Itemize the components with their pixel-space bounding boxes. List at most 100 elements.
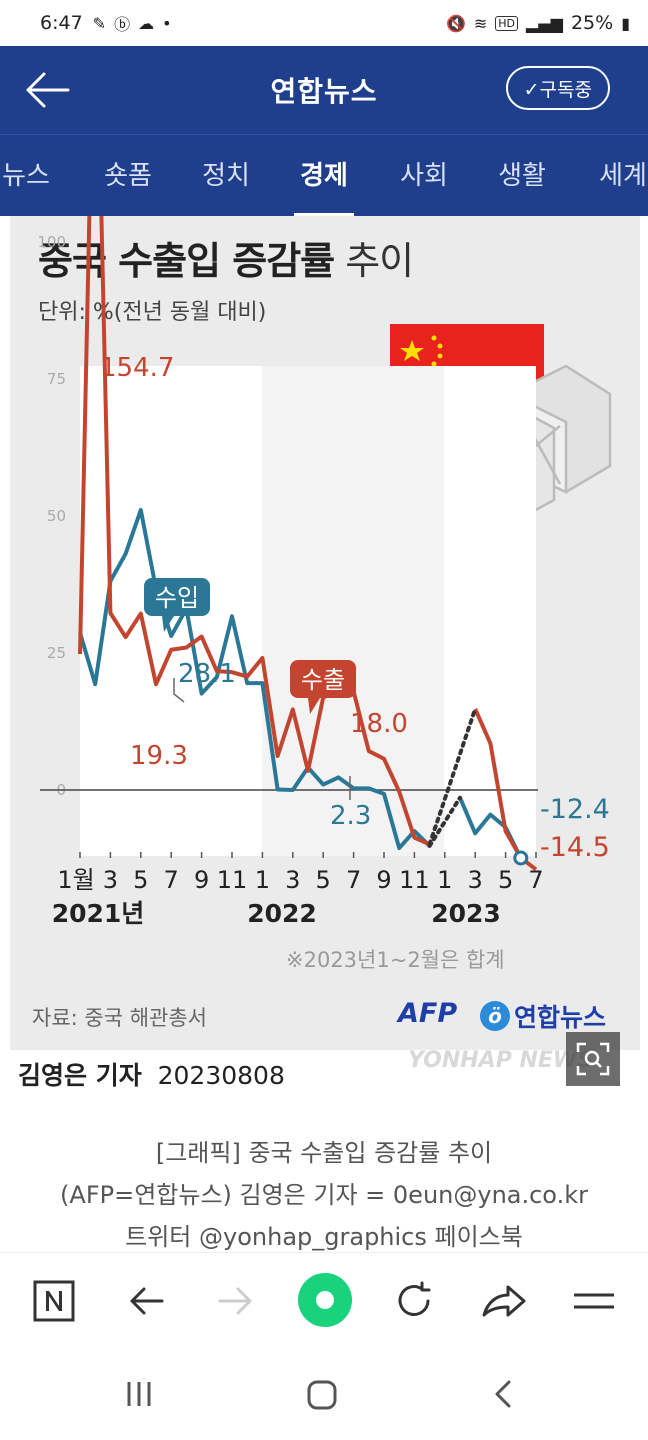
home-icon	[307, 1380, 337, 1410]
yonhap-logo: ö 연합뉴스	[480, 998, 606, 1034]
mute-icon: 🔇	[445, 13, 466, 33]
yonhap-logo-text: 연합뉴스	[514, 1003, 607, 1032]
x-tick-label: 7	[164, 866, 179, 894]
naver-home-button[interactable]	[28, 1275, 80, 1327]
share-button[interactable]	[478, 1275, 530, 1327]
exports-peak-label: 154.7	[100, 353, 174, 383]
infographic[interactable]: 중국 수출입 증감률 추이 단위: %(전년 동월 대비) 1501251007…	[10, 216, 640, 1050]
x-tick-label: 5	[498, 866, 513, 894]
x-tick-label: 9	[376, 866, 391, 894]
imports-bubble	[144, 578, 210, 616]
refresh-button[interactable]	[388, 1275, 440, 1327]
x-tick-label: 1	[437, 866, 452, 894]
exports-legend-label: 수출	[301, 666, 345, 694]
imports-label: 2.3	[330, 801, 371, 831]
back-button[interactable]	[22, 68, 72, 112]
exports-gap	[427, 706, 478, 847]
x-tick-label: 7	[346, 866, 361, 894]
graphic-note: ※2023년1~2월은 합계	[286, 948, 505, 972]
chevron-left-icon	[495, 1380, 511, 1408]
imports-end-label: -12.4	[540, 794, 610, 825]
imports-bubble-tail	[162, 616, 174, 632]
photo-caption: [그래픽] 중국 수출입 증감률 추이 (AFP=연합뉴스) 김영은 기자 = …	[0, 1132, 648, 1258]
flag-stars	[400, 335, 443, 367]
battery-level: 25%	[570, 12, 614, 34]
notification-icon: ✎	[92, 13, 107, 33]
x-tick-label: 1월	[57, 866, 94, 894]
year-band-2023	[444, 366, 536, 856]
line-chart: 15012510075502501월357911135791113572021년…	[37, 216, 612, 928]
menu-button[interactable]	[568, 1275, 620, 1327]
x-tick-label: 7	[528, 866, 543, 894]
tab-society[interactable]: 사회	[400, 161, 448, 191]
x-tick-label: 3	[285, 866, 300, 894]
x-tick-label: 9	[194, 866, 209, 894]
signal-icon: ▂▄▆	[526, 13, 563, 33]
x-year-label: 2022	[247, 899, 317, 928]
caption-line: (AFP=연합뉴스) 김영은 기자 = 0eun@yna.co.kr	[60, 1181, 588, 1209]
battery-icon: ▮	[621, 13, 630, 33]
graphic-unit: 단위: %(전년 동월 대비)	[38, 300, 267, 325]
back-nav-button[interactable]	[120, 1275, 172, 1327]
share-icon	[482, 1285, 526, 1317]
zoom-button[interactable]	[566, 1032, 620, 1086]
tab-shortform[interactable]: 숏폼	[104, 161, 152, 191]
year-band-2022	[262, 366, 444, 856]
tab-news[interactable]: 뉴스	[2, 161, 50, 191]
reporter-name: 김영은 기자	[18, 1061, 142, 1090]
system-back-button[interactable]	[478, 1372, 528, 1416]
imports-gap	[427, 795, 462, 848]
leader-line	[173, 678, 185, 703]
app-header: 연합뉴스 ✓구독중	[0, 46, 648, 134]
tab-politics[interactable]: 정치	[202, 161, 250, 191]
hamburger-menu-icon	[574, 1293, 614, 1309]
notification-icon: ⓑ	[114, 15, 131, 34]
exports-label: 18.0	[350, 709, 408, 739]
refresh-icon	[398, 1281, 431, 1316]
x-tick-label: 1	[255, 866, 270, 894]
x-tick-label: 5	[133, 866, 148, 894]
tab-life[interactable]: 생활	[498, 161, 546, 191]
x-tick-label: 11	[217, 866, 248, 894]
subscribe-button[interactable]: ✓구독중	[505, 66, 610, 110]
exports-label: 19.3	[130, 741, 188, 771]
imports-label: 28.1	[178, 659, 236, 689]
byline-date: 20230808	[157, 1061, 285, 1090]
x-tick-label: 3	[468, 866, 483, 894]
y-tick-label: 75	[47, 370, 66, 388]
recent-apps-button[interactable]	[114, 1372, 164, 1416]
status-bar: 6:47 ✎ ⓑ ☁ • 🔇 ≋ HD ▂▄▆ 25% ▮	[0, 0, 648, 46]
arrow-left-icon	[26, 72, 70, 108]
status-time: 6:47	[40, 12, 83, 34]
notification-icon: ☁	[138, 13, 155, 33]
system-nav-bar	[0, 1348, 648, 1440]
brand-title: 연합뉴스	[270, 75, 378, 108]
tab-world[interactable]: 세계	[599, 161, 647, 191]
exports-line	[78, 216, 431, 847]
green-circle-icon	[298, 1273, 352, 1327]
y-tick-label: 100	[37, 233, 66, 251]
home-button[interactable]	[296, 1372, 346, 1416]
forward-nav-button[interactable]	[210, 1275, 262, 1327]
x-tick-label: 3	[103, 866, 118, 894]
green-dot-button[interactable]	[296, 1271, 354, 1329]
graphic-source: 자료: 중국 해관총서	[32, 1006, 207, 1030]
more-dot-icon: •	[162, 13, 172, 33]
x-tick-label: 5	[316, 866, 331, 894]
watermark: YONHAP NEWS	[408, 1048, 594, 1073]
zoom-icon	[576, 1042, 610, 1076]
exports-end-label: -14.5	[540, 832, 610, 863]
exports-bubble-tail	[308, 698, 320, 714]
yonhap-swirl-icon: ö	[480, 1001, 510, 1031]
imports-legend-label: 수입	[155, 584, 199, 612]
notification-icons: ✎ ⓑ ☁ •	[93, 11, 172, 35]
graphic-title-light: 추이	[334, 239, 414, 283]
caption-line: 트위터 @yonhap_graphics 페이스북	[125, 1223, 523, 1251]
x-tick-label: 11	[399, 866, 430, 894]
tab-economy[interactable]: 경제	[294, 135, 354, 216]
y-tick-label: 25	[47, 644, 66, 662]
imports-end-marker	[513, 850, 529, 866]
arrow-left-icon	[130, 1287, 164, 1315]
x-year-label: 2023	[431, 899, 501, 928]
recent-apps-icon	[127, 1382, 151, 1406]
